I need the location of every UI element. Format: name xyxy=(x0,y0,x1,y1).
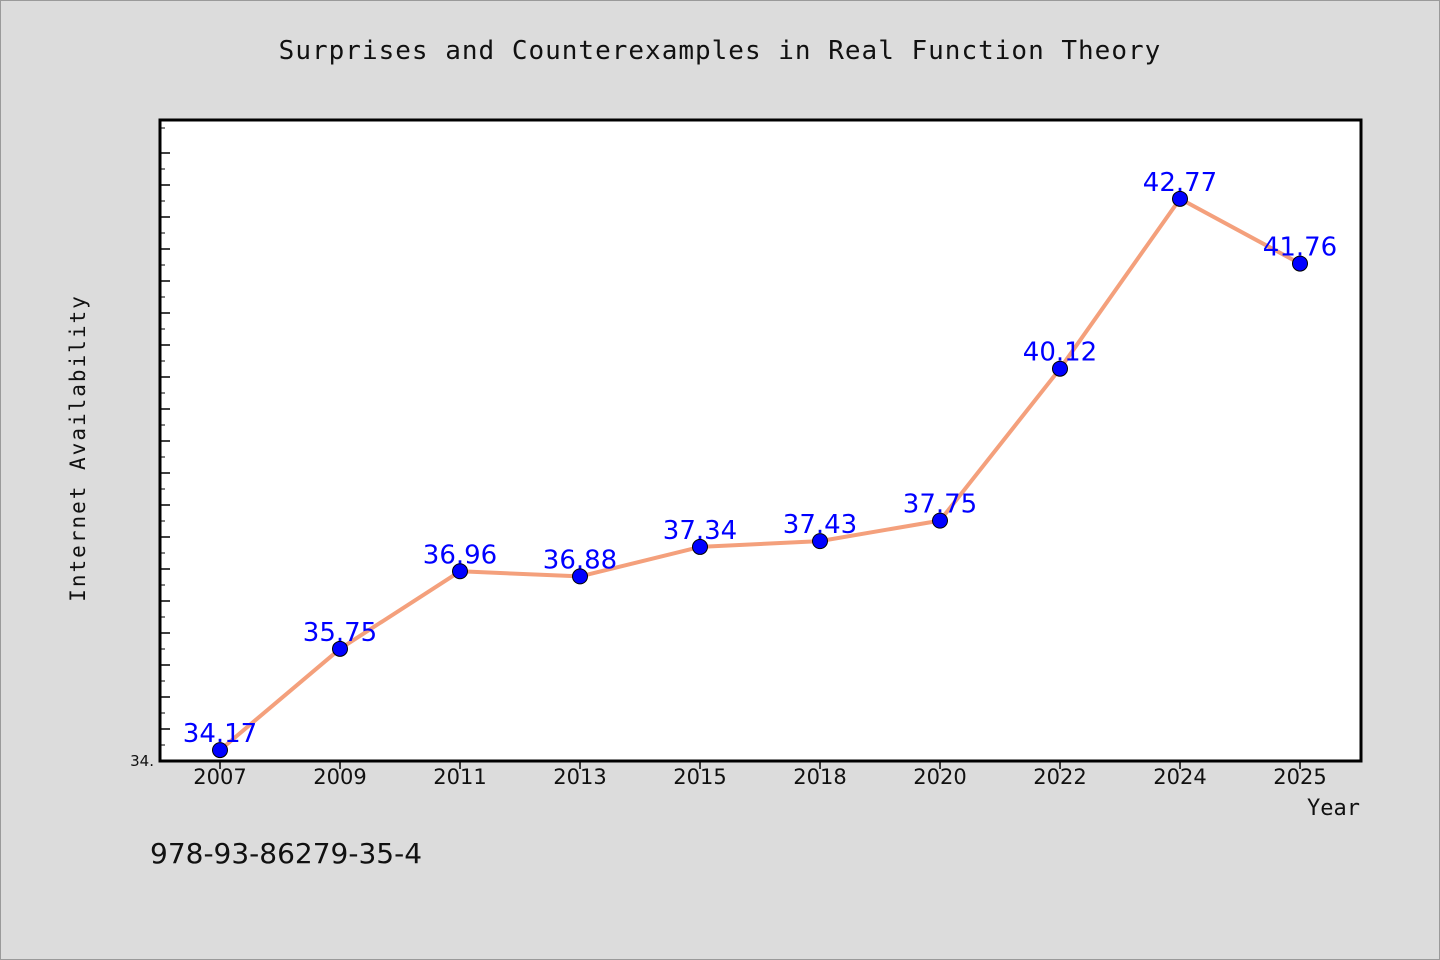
x-tick-label: 2013 xyxy=(553,765,606,789)
x-tick-label: 2011 xyxy=(433,765,486,789)
data-label: 37.34 xyxy=(663,516,737,546)
y-tick-label: 34. xyxy=(130,752,154,770)
data-point xyxy=(1052,360,1068,377)
data-point xyxy=(692,538,708,555)
data-label: 40.12 xyxy=(1023,338,1097,368)
data-point xyxy=(932,512,948,529)
chart-title: Surprises and Counterexamples in Real Fu… xyxy=(278,36,1162,66)
data-label: 34.17 xyxy=(183,719,257,749)
x-tick-label: 2020 xyxy=(913,765,966,789)
x-tick-label: 2025 xyxy=(1273,765,1326,789)
data-point xyxy=(812,533,828,550)
isbn-text: 978-93-86279-35-4 xyxy=(150,837,423,870)
plot-area xyxy=(160,120,1361,761)
data-label: 37.43 xyxy=(783,510,857,540)
x-tick-label: 2022 xyxy=(1033,765,1086,789)
data-point xyxy=(1172,190,1188,207)
x-axis-label: Year xyxy=(1307,796,1360,821)
data-label: 36.96 xyxy=(423,540,497,570)
data-point xyxy=(332,640,348,657)
x-tick-label: 2015 xyxy=(673,765,726,789)
data-label: 42.77 xyxy=(1143,168,1217,198)
series-line xyxy=(218,196,1302,753)
data-point xyxy=(452,563,468,580)
data-point xyxy=(1292,255,1308,272)
data-label: 36.88 xyxy=(543,545,617,575)
x-tick-label: 2024 xyxy=(1153,765,1206,789)
data-point xyxy=(212,742,228,759)
data-label: 41.76 xyxy=(1263,233,1337,263)
data-label: 37.75 xyxy=(903,490,977,520)
x-tick-label: 2009 xyxy=(313,765,366,789)
x-tick-label: 2007 xyxy=(193,765,246,789)
data-label: 35.75 xyxy=(303,618,377,648)
x-tick-label: 2018 xyxy=(793,765,846,789)
data-point xyxy=(572,568,588,585)
